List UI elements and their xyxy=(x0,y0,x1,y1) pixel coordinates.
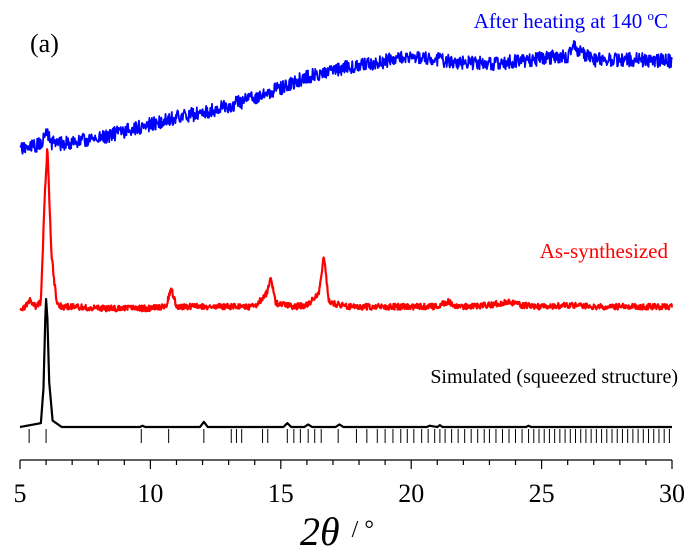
series-label-3: Simulated (squeezed structure) xyxy=(430,366,678,388)
x-tick-label-15: 15 xyxy=(268,479,294,508)
x-tick-label-10: 10 xyxy=(137,479,163,508)
x-tick-label-25: 25 xyxy=(529,479,555,508)
x-axis-label-unit: / ° xyxy=(352,517,374,543)
series-label-1: After heating at 140 oC xyxy=(474,8,668,33)
reflection-ticks xyxy=(28,429,670,443)
series-line-2 xyxy=(19,148,674,313)
x-axis-ticks: 5 10 15 20 25 30 xyxy=(14,460,685,508)
series-line-1 xyxy=(19,40,673,155)
panel-label: (a) xyxy=(30,29,59,58)
x-tick-label-20: 20 xyxy=(398,479,424,508)
series-layer xyxy=(19,40,674,429)
series-label-2: As-synthesized xyxy=(540,239,669,263)
x-axis-label-symbol: 2θ xyxy=(300,509,340,554)
x-axis-label: 2θ / ° xyxy=(300,509,374,554)
x-tick-label-5: 5 xyxy=(14,479,27,508)
x-tick-label-30: 30 xyxy=(659,479,685,508)
series-labels: After heating at 140 oC As-synthesized Sim… xyxy=(430,8,678,388)
series-line-3 xyxy=(19,297,673,429)
